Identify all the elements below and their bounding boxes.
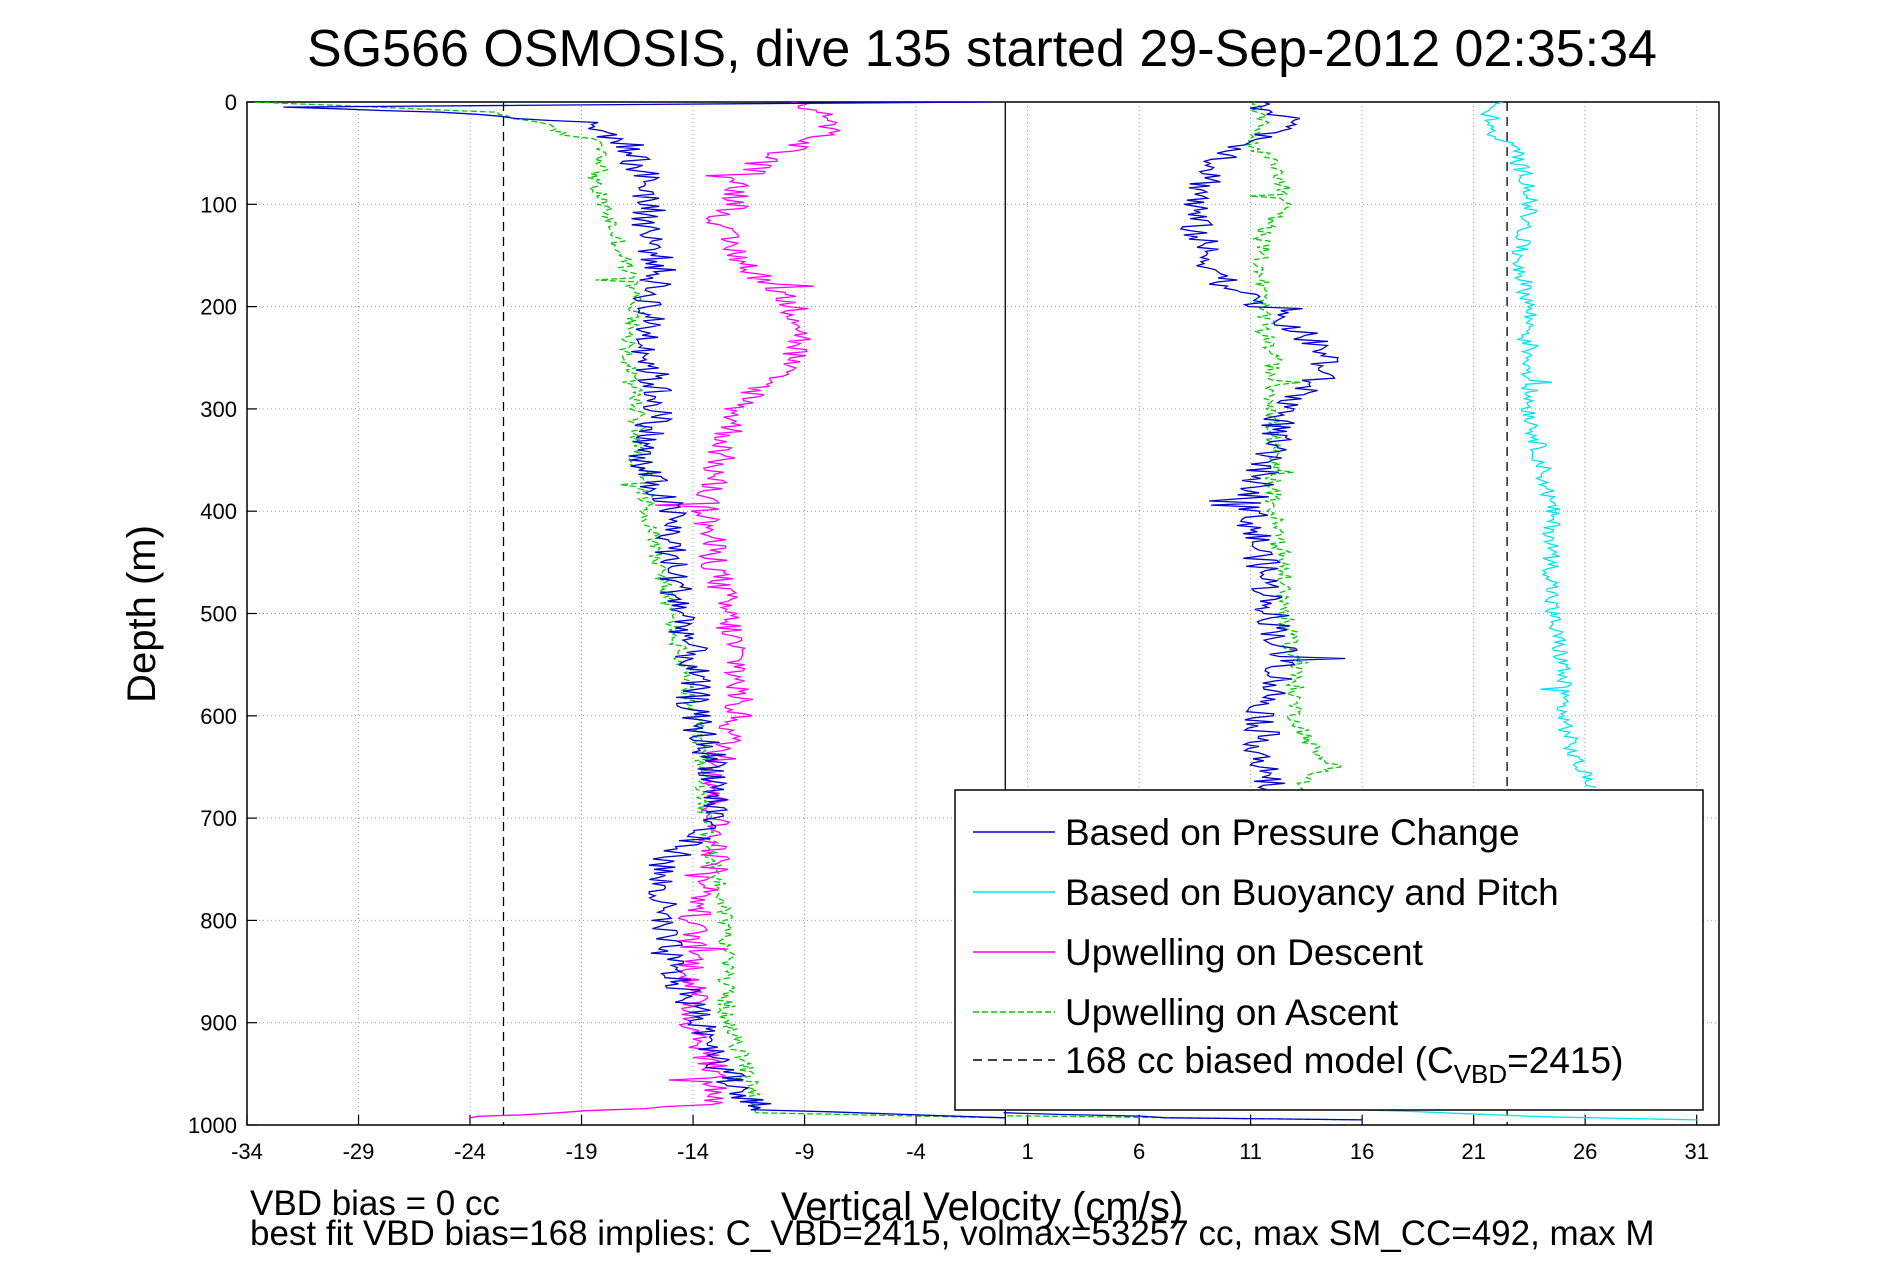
y-ticks: 0 100 200 300 400 500 600 700 800 900 1000 — [188, 90, 257, 1138]
legend-label-subscript: VBD — [1454, 1059, 1507, 1089]
legend-label-2: Based on Buoyancy and Pitch — [1065, 872, 1559, 913]
footer-line-2: best fit VBD bias=168 implies: C_VBD=241… — [250, 1214, 1655, 1253]
x-tick-label: -14 — [677, 1139, 709, 1164]
y-tick-label: 400 — [200, 499, 237, 524]
y-tick-label: 300 — [200, 397, 237, 422]
x-tick-label: 31 — [1684, 1139, 1708, 1164]
x-ticks: -34 -29 -24 -19 -14 -9 -4 1 6 11 16 21 26 31 — [231, 1115, 1709, 1164]
legend-label-suffix: =2415) — [1507, 1040, 1623, 1081]
legend-label-5: 168 cc biased model (CVBD=2415) — [1065, 1040, 1623, 1089]
x-tick-label: -34 — [231, 1139, 263, 1164]
y-tick-label: 800 — [200, 908, 237, 933]
series-line-1-profile-2 — [1179, 102, 1346, 799]
legend-label-text: Based on Pressure Change — [1065, 812, 1520, 853]
y-tick-label: 0 — [225, 90, 237, 115]
series-line-1-profile-3 — [1003, 1112, 1363, 1121]
y-tick-label: 200 — [200, 295, 237, 320]
series-line-4-profile-2 — [1245, 102, 1342, 799]
x-tick-label: -4 — [906, 1139, 926, 1164]
y-tick-label: 700 — [200, 806, 237, 831]
footer-line-1: VBD bias = 0 cc — [250, 1184, 500, 1223]
series-layer — [254, 102, 1697, 1125]
legend-label-text: Upwelling on Descent — [1065, 932, 1424, 973]
legend: Based on Pressure Change Based on Buoyanc… — [954, 789, 1704, 1111]
series-line-2-profile-1 — [1479, 102, 1597, 789]
x-tick-label: 16 — [1350, 1139, 1374, 1164]
x-tick-label: 11 — [1239, 1139, 1262, 1164]
legend-label-text: Based on Buoyancy and Pitch — [1065, 872, 1559, 913]
x-tick-label: 21 — [1461, 1139, 1485, 1164]
legend-label-1: Based on Pressure Change — [1065, 812, 1520, 853]
x-tick-label: 1 — [1021, 1139, 1033, 1164]
legend-label-text: Upwelling on Ascent — [1065, 992, 1399, 1033]
series-line-3-profile-1 — [469, 102, 841, 1119]
x-tick-label: -9 — [795, 1139, 815, 1164]
chart-title: SG566 OSMOSIS, dive 135 started 29-Sep-2… — [307, 20, 1657, 78]
series-line-2-profile-2 — [1358, 1109, 1697, 1121]
legend-label-4: Upwelling on Ascent — [1065, 992, 1399, 1033]
y-axis-label: Depth (m) — [120, 525, 164, 703]
series-line-1-profile-1 — [283, 102, 1006, 1119]
x-tick-label: -19 — [566, 1139, 598, 1164]
legend-label-3: Upwelling on Descent — [1065, 932, 1424, 973]
y-tick-label: 100 — [200, 192, 237, 217]
y-tick-label: 600 — [200, 704, 237, 729]
series-line-4-profile-1 — [254, 102, 1006, 1119]
x-tick-label: -24 — [454, 1139, 486, 1164]
x-axis-label: Vertical Velocity (cm/s) — [781, 1185, 1183, 1229]
legend-box — [954, 789, 1704, 1111]
x-tick-label: 6 — [1133, 1139, 1145, 1164]
y-tick-label: 1000 — [188, 1113, 237, 1138]
x-tick-label: 26 — [1573, 1139, 1597, 1164]
y-tick-label: 900 — [200, 1011, 237, 1036]
y-tick-label: 500 — [200, 602, 237, 627]
x-tick-label: -29 — [343, 1139, 375, 1164]
legend-label-text: 168 cc biased model (C — [1065, 1040, 1454, 1081]
